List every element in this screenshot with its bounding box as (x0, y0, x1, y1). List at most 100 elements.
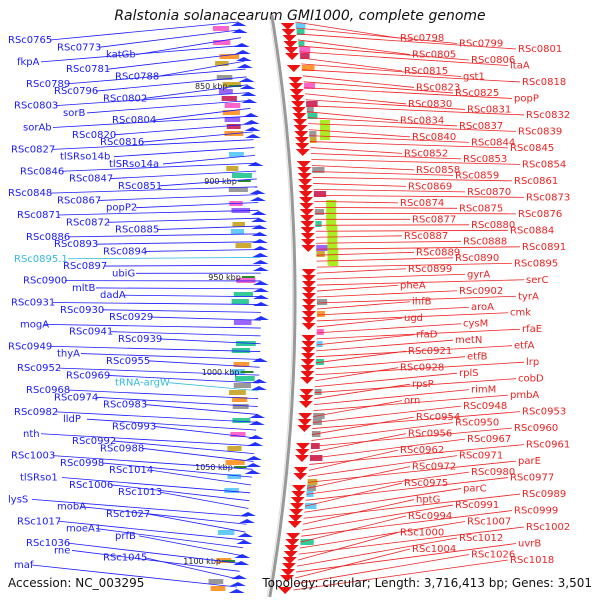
left-label-leader (144, 84, 248, 99)
right-strand-feature (297, 425, 312, 432)
left-feature-block (213, 40, 231, 45)
right-gene-label: RSc0825 (455, 88, 499, 99)
left-feature-block (215, 61, 229, 66)
left-strand-feature (239, 85, 256, 89)
right-strand-feature (288, 77, 303, 84)
right-gene-label: RSc0854 (522, 159, 566, 170)
left-label-leader (156, 225, 260, 230)
right-label-leader (316, 279, 525, 286)
left-label-leader (40, 45, 243, 63)
right-feature-block (297, 35, 309, 41)
right-strand-feature (300, 359, 315, 366)
right-gene-label: RSc0880 (471, 220, 515, 231)
left-label-leader (150, 469, 252, 486)
right-gene-label: RSc0948 (463, 401, 507, 412)
right-gene-label: RSc0823 (416, 82, 460, 93)
left-feature-block (218, 89, 233, 94)
left-strand-feature (247, 442, 264, 446)
right-label-leader (294, 554, 470, 585)
right-feature-block (316, 341, 323, 347)
right-label-leader (315, 235, 403, 238)
right-strand-feature (290, 497, 305, 504)
left-strand-feature (244, 127, 261, 131)
right-gene-label: RSc0994 (408, 511, 452, 522)
right-gene-label: RSc0799 (459, 38, 503, 49)
right-strand-feature (290, 95, 305, 102)
left-gene-label: RSc0969 (66, 370, 110, 381)
left-feature-block (225, 460, 245, 465)
left-strand-feature (249, 197, 266, 201)
left-gene-label: lysS (8, 494, 28, 505)
right-gene-label: RSc0967 (467, 434, 511, 445)
left-feature-block (228, 187, 248, 192)
left-feature-block (228, 152, 244, 157)
highlight-block (326, 200, 337, 230)
right-feature-block (309, 131, 317, 137)
kbp-label: 1050 kbp (195, 463, 233, 472)
left-label-leader (98, 194, 258, 201)
left-strand-feature (234, 554, 251, 558)
right-gene-label: RSc0887 (404, 231, 448, 242)
left-strand-feature (252, 288, 269, 292)
left-gene-label: mobA (57, 502, 86, 513)
left-feature-block (233, 383, 252, 388)
left-gene-label: tlSRso1 (20, 473, 58, 484)
right-strand-feature (297, 173, 312, 180)
right-strand-feature (298, 179, 313, 186)
right-feature-block (296, 29, 305, 35)
left-gene-label: RSc0929 (109, 312, 153, 323)
left-gene-label: RSc0941 (69, 327, 113, 338)
left-label-leader (107, 375, 260, 384)
left-gene-label: popP2 (106, 203, 137, 214)
right-label-leader (315, 229, 509, 232)
left-gene-label: RSc0820 (72, 130, 116, 141)
right-strand-feature (301, 239, 316, 246)
left-label-leader (61, 477, 251, 494)
right-strand-feature (280, 23, 295, 30)
left-gene-label: RSc0773 (57, 42, 101, 53)
left-gene-label: RSc0765 (8, 35, 52, 46)
right-feature-block (312, 167, 325, 173)
right-gene-label: RSc0902 (459, 286, 503, 297)
right-strand-feature (300, 365, 315, 372)
left-label-leader (104, 264, 261, 267)
left-feature-block (232, 404, 249, 409)
right-label-leader (316, 246, 521, 250)
right-gene-label: ihfB (412, 297, 432, 308)
left-label-leader (49, 186, 258, 194)
right-feature-block (314, 209, 324, 215)
right-label-leader (316, 295, 517, 304)
right-strand-feature (293, 125, 308, 132)
right-feature-block (315, 221, 322, 227)
left-feature-block (230, 229, 245, 234)
left-label-leader (67, 257, 261, 260)
left-gene-label: RSc0952 (17, 363, 61, 374)
right-gene-label: RSc0805 (412, 49, 456, 60)
right-gene-label: RSc0798 (400, 33, 444, 44)
right-gene-label: RSc0861 (514, 176, 558, 187)
left-gene-label: RSc0988 (100, 443, 144, 454)
right-strand-feature (294, 455, 309, 462)
right-label-leader (306, 111, 399, 121)
right-strand-feature (300, 227, 315, 234)
right-gene-label: RSc0818 (522, 77, 566, 88)
right-gene-label: rplS (459, 368, 479, 379)
right-label-leader (316, 273, 466, 280)
left-strand-feature (245, 134, 262, 138)
left-gene-label: RSc0781 (66, 64, 110, 75)
right-strand-feature (301, 269, 316, 276)
right-gene-label: gyrA (467, 269, 490, 280)
right-strand-feature (285, 539, 300, 546)
left-gene-label: thyA (57, 349, 80, 360)
right-gene-label: parE (518, 456, 541, 467)
left-strand-feature (252, 316, 269, 320)
left-feature-block (227, 446, 242, 451)
left-feature-block (224, 117, 241, 122)
left-gene-label: RSc1027 (106, 509, 150, 520)
left-feature-block (222, 110, 240, 115)
right-feature-block (313, 191, 327, 197)
right-label-leader (316, 240, 462, 244)
left-strand-feature (249, 414, 266, 418)
right-gene-label: RSc0869 (408, 181, 452, 192)
